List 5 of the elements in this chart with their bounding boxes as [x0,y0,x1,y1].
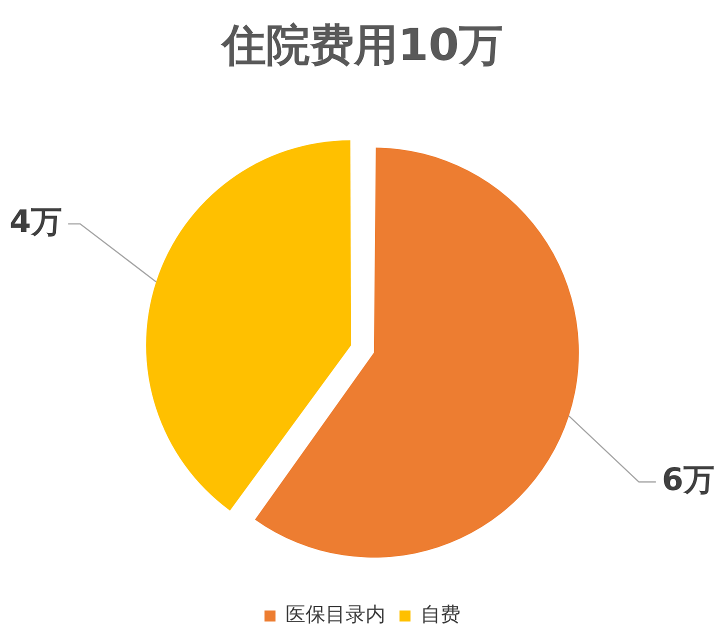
data-label: 6万 [662,462,714,498]
legend-label: 医保目录内 [286,602,386,626]
chart-title: 住院费用10万 [220,20,504,71]
legend-label: 自费 [420,602,460,626]
data-label: 4万 [10,204,62,240]
